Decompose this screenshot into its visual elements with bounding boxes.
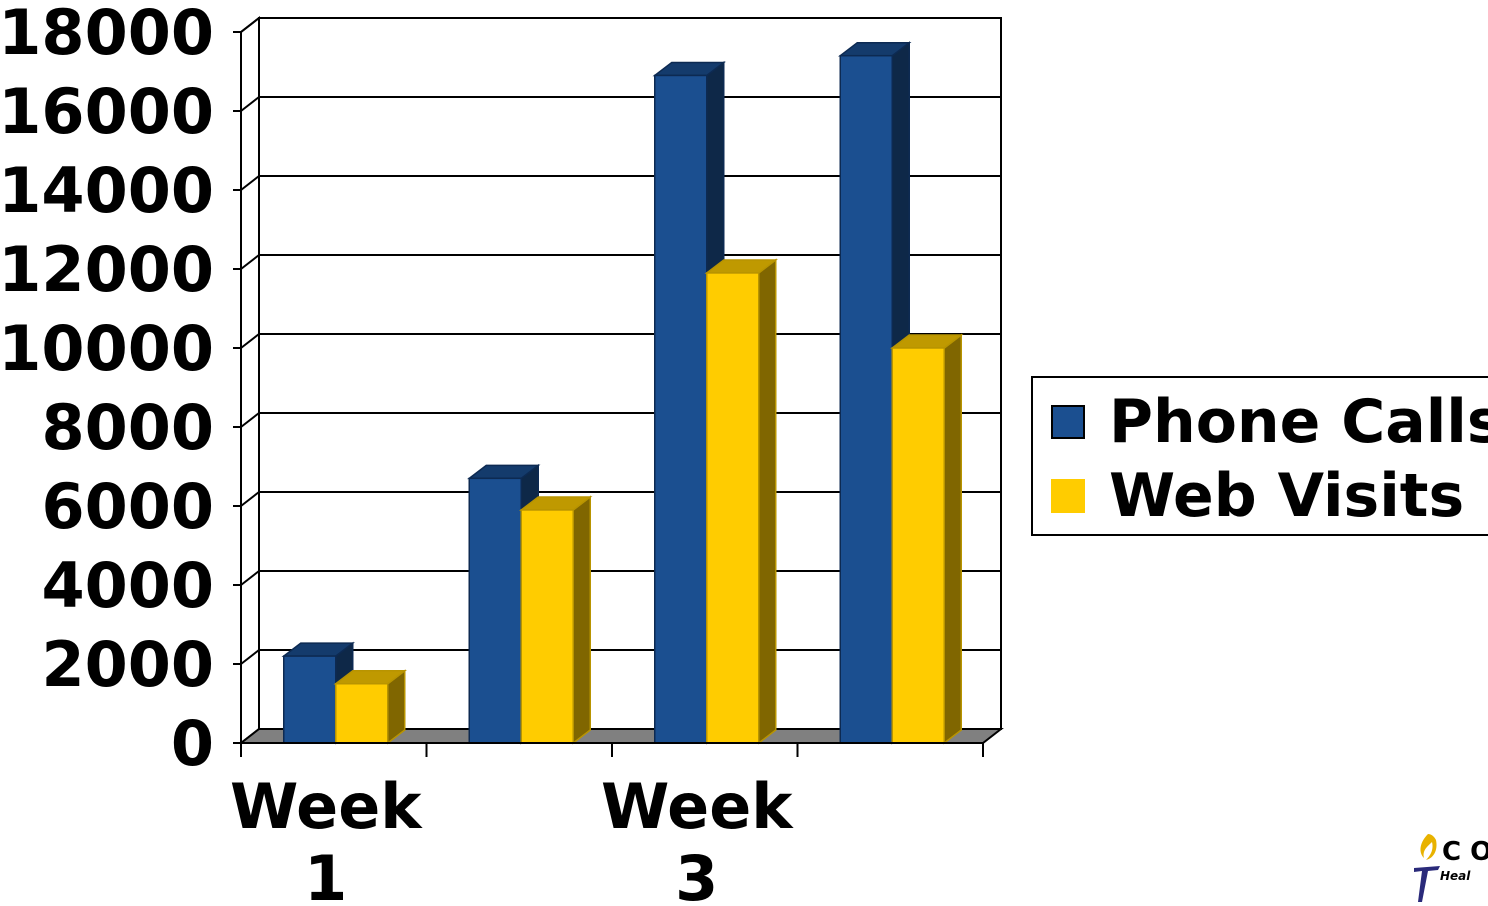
x-tick-label: Week (601, 770, 794, 843)
gridline-side (240, 333, 260, 349)
bar-web-visits (519, 495, 593, 745)
gridline-side (240, 570, 260, 586)
bar-side (758, 258, 777, 745)
bar-front (283, 655, 337, 744)
bar-front (891, 347, 945, 744)
y-tick-label: 2000 (41, 628, 214, 701)
bar-web-visits (890, 333, 964, 745)
flame-torch-logo-icon: C O Heal (1414, 834, 1488, 902)
bar-front (468, 477, 522, 744)
y-tick-label: 12000 (0, 233, 214, 306)
legend-label-web-visits: Web Visits (1109, 461, 1465, 531)
bar-front (706, 272, 760, 744)
bar-side (572, 495, 591, 745)
y-tick-label: 6000 (41, 470, 214, 543)
bar-web-visits (704, 258, 778, 745)
gridline-side (240, 17, 260, 33)
bar-side (943, 333, 962, 745)
legend-item-web-visits: Web Visits (1051, 466, 1464, 526)
y-tick-label: 8000 (41, 391, 214, 464)
legend-swatch-phone-calls (1051, 405, 1085, 439)
legend: Phone Calls Web Visits (1031, 376, 1488, 536)
gridline-side (240, 175, 260, 191)
y-tick-label: 10000 (0, 312, 214, 385)
company-logo: C O Heal (1400, 828, 1488, 902)
x-tick-label: 1 (304, 842, 347, 902)
logo-letters: C O (1442, 837, 1488, 867)
y-tick-label: 14000 (0, 154, 214, 227)
bar-front (520, 509, 574, 744)
y-tick-label: 0 (171, 707, 214, 780)
bar-front (654, 74, 708, 744)
y-tick-label: 18000 (0, 0, 214, 69)
bar-front (839, 54, 893, 744)
y-tick-label: 16000 (0, 75, 214, 148)
logo-tagline: Heal (1440, 869, 1471, 883)
bar-web-visits (333, 669, 407, 745)
gridline-side (240, 491, 260, 507)
bar-front (335, 683, 389, 744)
legend-label-phone-calls: Phone Calls (1109, 387, 1488, 457)
legend-item-phone-calls: Phone Calls (1051, 392, 1488, 452)
gridline-side (240, 412, 260, 428)
x-tick-label: 3 (675, 842, 718, 902)
gridline-side (240, 649, 260, 665)
legend-swatch-web-visits (1051, 479, 1085, 513)
y-tick-label: 4000 (41, 549, 214, 622)
gridline-side (240, 254, 260, 270)
side-wall (240, 15, 260, 746)
gridline-side (240, 96, 260, 112)
x-tick-label: Week (230, 770, 423, 843)
